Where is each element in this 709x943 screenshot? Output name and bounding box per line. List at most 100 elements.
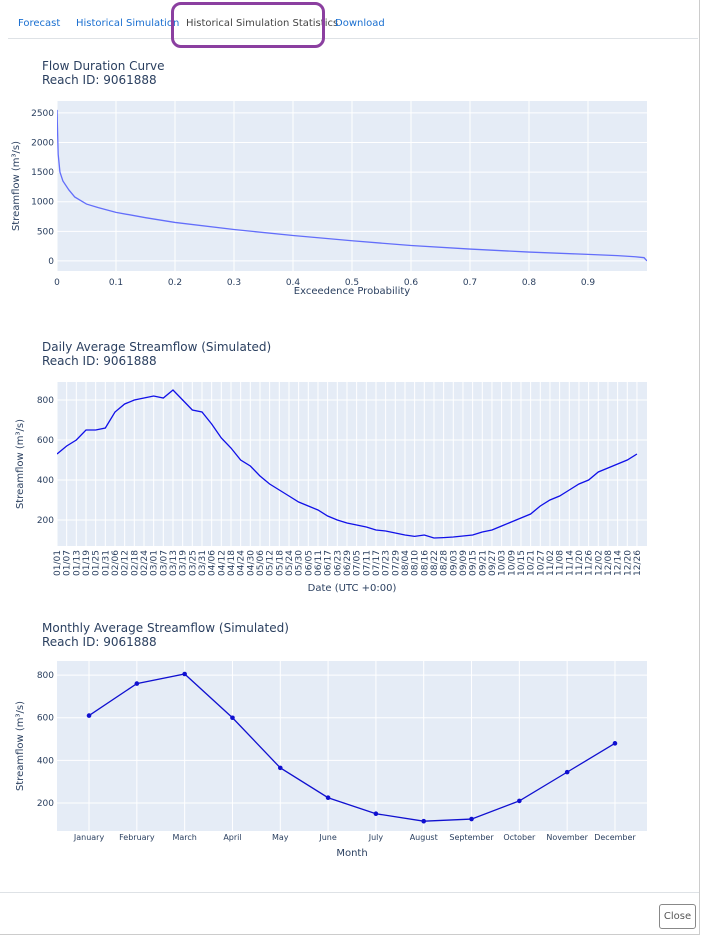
tab-active[interactable]: Historical Simulation Statistics: [186, 18, 339, 29]
x-tick-label: 06/05: [304, 550, 314, 576]
y-tick-label: 0: [48, 257, 54, 267]
x-tick-label: 02/06: [111, 550, 121, 576]
x-tick-label: 02/12: [121, 550, 131, 576]
x-tick-label: 04/06: [208, 550, 218, 576]
x-tick-label: January: [73, 833, 105, 842]
x-tick-label: 11/02: [546, 550, 556, 576]
x-tick-label: 0.4: [286, 278, 301, 288]
x-tick-label: 05/06: [256, 550, 266, 576]
data-point: [325, 795, 331, 801]
x-tick-label: September: [449, 833, 494, 842]
data-line: [88, 673, 616, 822]
tab-bar: Forecast Historical Simulation Historica…: [8, 0, 698, 39]
x-tick-label: 11/14: [565, 550, 575, 576]
x-tick-label: 12/08: [604, 550, 614, 576]
x-tick-label: 04/18: [227, 550, 237, 576]
x-tick-label: 06/29: [343, 550, 353, 576]
x-tick-label: 02/24: [140, 550, 150, 576]
y-axis-label: Streamflow (m³/s): [15, 419, 26, 509]
tab[interactable]: Historical Simulation: [76, 18, 180, 29]
x-tick-label: February: [119, 833, 155, 842]
x-axis-label: Date (UTC +0:00): [308, 583, 397, 594]
data-point: [182, 671, 187, 677]
x-tick-label: 01/01: [53, 550, 63, 576]
y-axis-label: Streamflow (m³/s): [15, 701, 26, 791]
x-tick-label: 12/26: [633, 550, 643, 576]
data-line: [57, 389, 638, 539]
data-line: [57, 109, 647, 262]
x-tick-label: 02/18: [130, 550, 140, 576]
x-tick-label: 0.3: [227, 278, 241, 288]
x-tick-label: 0.7: [463, 278, 477, 288]
data-point: [134, 681, 140, 686]
y-tick-label: 500: [37, 227, 54, 237]
x-tick-label: 07/17: [372, 550, 382, 576]
x-tick-label: 01/07: [63, 550, 73, 576]
tab[interactable]: Download: [335, 18, 385, 29]
data-point: [469, 816, 474, 822]
highlight-box: [171, 2, 325, 48]
x-tick-label: 01/31: [101, 550, 111, 576]
y-tick-label: 600: [37, 714, 54, 724]
x-tick-label: March: [172, 833, 196, 842]
x-tick-label: 11/20: [575, 550, 585, 576]
x-tick-label: 01/19: [82, 550, 92, 576]
x-tick-label: November: [546, 833, 588, 842]
charts: Flow Duration Curve Reach ID: 9061888 0 0.1…: [11, 59, 647, 859]
x-tick-label: 03/25: [188, 550, 198, 576]
x-tick-label: 11/08: [556, 550, 566, 576]
x-tick-label: 0.2: [168, 278, 182, 288]
y-axis-label: Streamflow (m³/s): [11, 141, 22, 231]
chart-subtitle: Reach ID: 9061888: [42, 354, 157, 368]
x-tick-label: 10/27: [536, 550, 546, 576]
x-tick-label: 10/09: [507, 550, 517, 576]
close-button[interactable]: Close: [659, 904, 696, 929]
y-tick-label: 2000: [31, 138, 54, 148]
x-tick-label: 0.1: [109, 278, 123, 288]
x-tick-label: 09/09: [459, 550, 469, 576]
x-tick-label: 08/28: [440, 550, 450, 576]
x-tick-label: 08/04: [401, 550, 411, 576]
x-tick-label: 0.9: [581, 278, 596, 288]
x-tick-label: 05/12: [266, 550, 276, 576]
x-tick-label: 07/29: [391, 550, 401, 576]
y-tick-label: 200: [37, 516, 54, 526]
x-tick-label: 09/27: [488, 550, 498, 576]
y-tick-label: 400: [37, 756, 54, 766]
x-tick-label: 0.5: [345, 278, 359, 288]
x-tick-label: 08/16: [420, 550, 430, 576]
x-axis-label: Month: [336, 848, 367, 859]
x-tick-label: 11/26: [585, 550, 595, 576]
tab[interactable]: Forecast: [18, 18, 61, 29]
x-tick-label: May: [272, 833, 289, 842]
x-tick-label: 03/01: [150, 550, 160, 576]
x-tick-label: 12/02: [594, 550, 604, 576]
y-tick-label: 2500: [31, 109, 54, 119]
x-tick-label: August: [410, 833, 438, 842]
x-tick-label: 03/13: [169, 550, 179, 576]
x-tick-label: 06/23: [333, 550, 343, 576]
y-tick-label: 600: [37, 436, 54, 446]
x-tick-label: 03/19: [179, 550, 189, 576]
x-tick-label: June: [318, 833, 337, 842]
chart-title: Flow Duration Curve: [42, 59, 165, 73]
x-tick-label: 09/03: [449, 550, 459, 576]
plot-area: [57, 382, 647, 546]
data-point: [517, 798, 522, 804]
y-tick-label: 800: [37, 396, 54, 406]
x-tick-label: 03/31: [198, 550, 208, 576]
data-point: [564, 769, 570, 775]
x-tick-label: 01/25: [92, 550, 102, 576]
x-axis-label: Exceedence Probability: [294, 286, 410, 297]
data-point: [612, 741, 618, 746]
y-tick-label: 1500: [31, 168, 54, 178]
x-tick-label: December: [594, 833, 636, 842]
x-tick-label: 0: [54, 278, 60, 288]
x-tick-label: 09/15: [469, 550, 479, 576]
x-tick-label: 0.8: [522, 278, 537, 288]
x-tick-label: 08/10: [411, 550, 421, 576]
data-point: [86, 713, 92, 718]
chart-subtitle: Reach ID: 9061888: [42, 635, 157, 649]
x-tick-label: 09/21: [478, 550, 488, 576]
